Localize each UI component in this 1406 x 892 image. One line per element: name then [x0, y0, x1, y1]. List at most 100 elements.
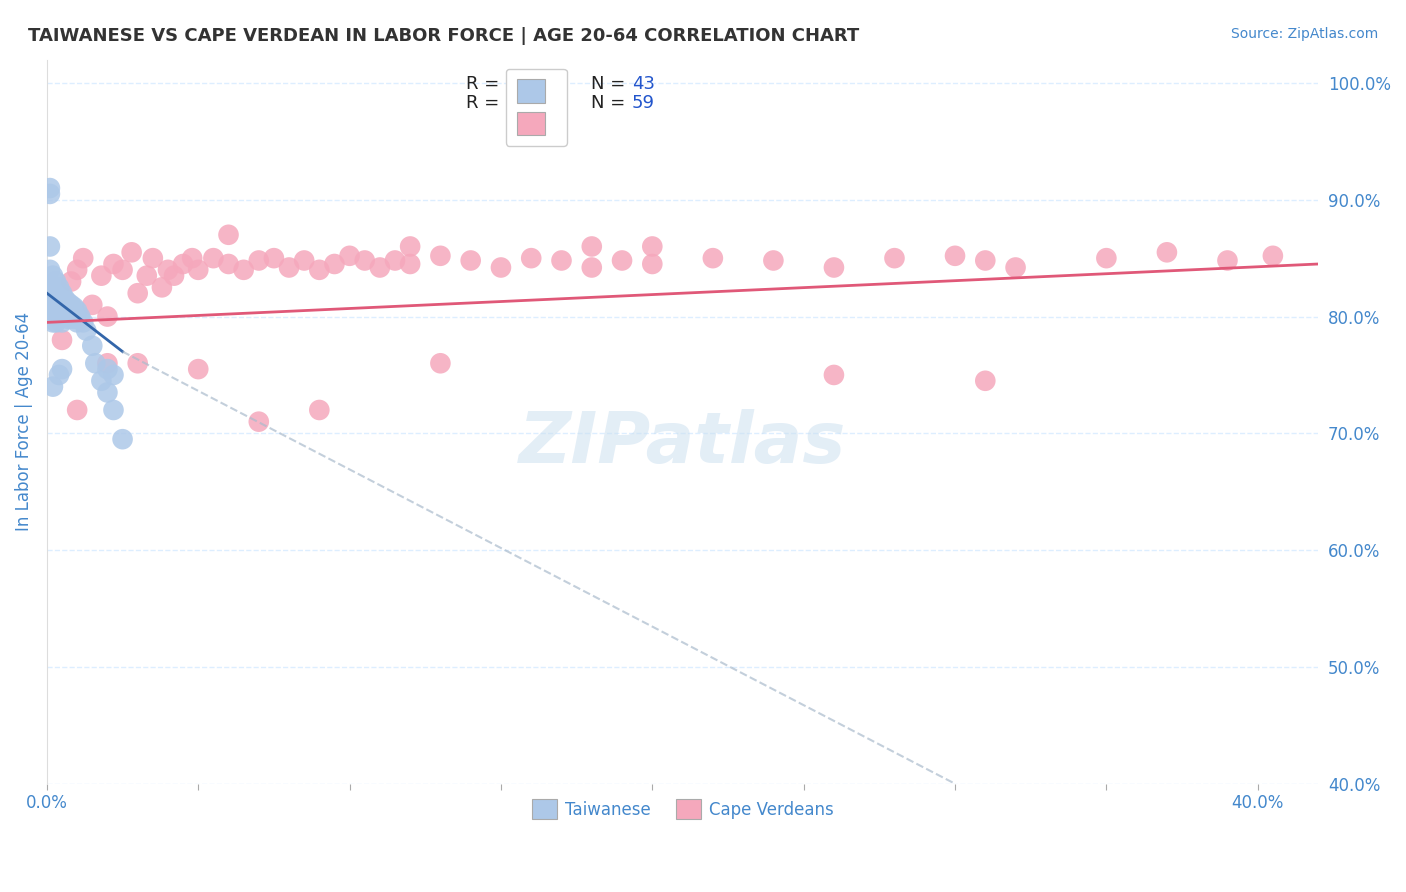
Point: [520, 251, 543, 265]
Point: [974, 374, 997, 388]
Point: [63, 300, 86, 314]
Point: [51, 295, 73, 310]
Point: [96, 356, 118, 370]
Point: [460, 253, 482, 268]
Point: [399, 257, 422, 271]
Point: [56, 295, 79, 310]
Point: [96, 362, 118, 376]
Point: [399, 239, 422, 253]
Point: [39, 239, 62, 253]
Point: [156, 263, 179, 277]
Point: [69, 310, 91, 324]
Text: 59: 59: [631, 94, 655, 112]
Text: N =: N =: [591, 75, 631, 94]
Point: [48, 368, 70, 382]
Point: [39, 263, 62, 277]
Point: [51, 286, 73, 301]
Point: [103, 403, 125, 417]
Point: [45, 315, 67, 329]
Point: [384, 253, 406, 268]
Point: [66, 403, 89, 417]
Point: [247, 415, 270, 429]
Point: [339, 249, 361, 263]
Point: [60, 298, 83, 312]
Point: [550, 253, 572, 268]
Point: [39, 286, 62, 301]
Point: [111, 263, 134, 277]
Point: [429, 356, 451, 370]
Y-axis label: In Labor Force | Age 20-64: In Labor Force | Age 20-64: [15, 312, 32, 532]
Point: [45, 275, 67, 289]
Point: [323, 257, 346, 271]
Point: [42, 303, 65, 318]
Point: [181, 251, 204, 265]
Point: [127, 286, 149, 301]
Point: [150, 280, 173, 294]
Point: [53, 300, 76, 314]
Point: [53, 310, 76, 324]
Point: [641, 257, 664, 271]
Point: [51, 303, 73, 318]
Point: [974, 253, 997, 268]
Point: [48, 288, 70, 302]
Text: ZIPatlas: ZIPatlas: [519, 409, 846, 478]
Point: [48, 280, 70, 294]
Point: [51, 333, 73, 347]
Point: [218, 227, 240, 242]
Point: [90, 268, 112, 283]
Point: [39, 298, 62, 312]
Point: [48, 298, 70, 312]
Point: [48, 310, 70, 324]
Point: [96, 310, 118, 324]
Point: [823, 368, 845, 382]
Point: [263, 251, 285, 265]
Point: [103, 257, 125, 271]
Point: [187, 263, 209, 277]
Text: 0.119: 0.119: [509, 94, 565, 112]
Point: [353, 253, 375, 268]
Legend: Taiwanese, Cape Verdeans: Taiwanese, Cape Verdeans: [524, 792, 841, 826]
Point: [581, 239, 603, 253]
Point: [1095, 251, 1118, 265]
Point: [581, 260, 603, 275]
Point: [1004, 260, 1026, 275]
Point: [135, 268, 157, 283]
Point: [45, 310, 67, 324]
Point: [218, 257, 240, 271]
Point: [82, 298, 104, 312]
Point: [121, 245, 143, 260]
Point: [883, 251, 905, 265]
Point: [142, 251, 165, 265]
Point: [45, 286, 67, 301]
Point: [66, 303, 89, 318]
Point: [96, 385, 118, 400]
Text: 43: 43: [631, 75, 655, 94]
Point: [66, 263, 89, 277]
Point: [489, 260, 512, 275]
Point: [368, 260, 391, 275]
Point: [308, 263, 330, 277]
Text: R =: R =: [467, 75, 505, 94]
Point: [278, 260, 301, 275]
Point: [56, 303, 79, 318]
Point: [247, 253, 270, 268]
Point: [641, 239, 664, 253]
Point: [39, 181, 62, 195]
Point: [702, 251, 724, 265]
Point: [90, 374, 112, 388]
Point: [111, 432, 134, 446]
Point: [187, 362, 209, 376]
Text: N =: N =: [591, 94, 631, 112]
Text: Source: ZipAtlas.com: Source: ZipAtlas.com: [1230, 27, 1378, 41]
Point: [84, 356, 107, 370]
Point: [72, 251, 94, 265]
Point: [39, 186, 62, 201]
Point: [60, 310, 83, 324]
Point: [51, 315, 73, 329]
Point: [42, 280, 65, 294]
Point: [72, 315, 94, 329]
Point: [202, 251, 225, 265]
Point: [429, 249, 451, 263]
Point: [42, 292, 65, 306]
Text: R =: R =: [467, 94, 505, 112]
